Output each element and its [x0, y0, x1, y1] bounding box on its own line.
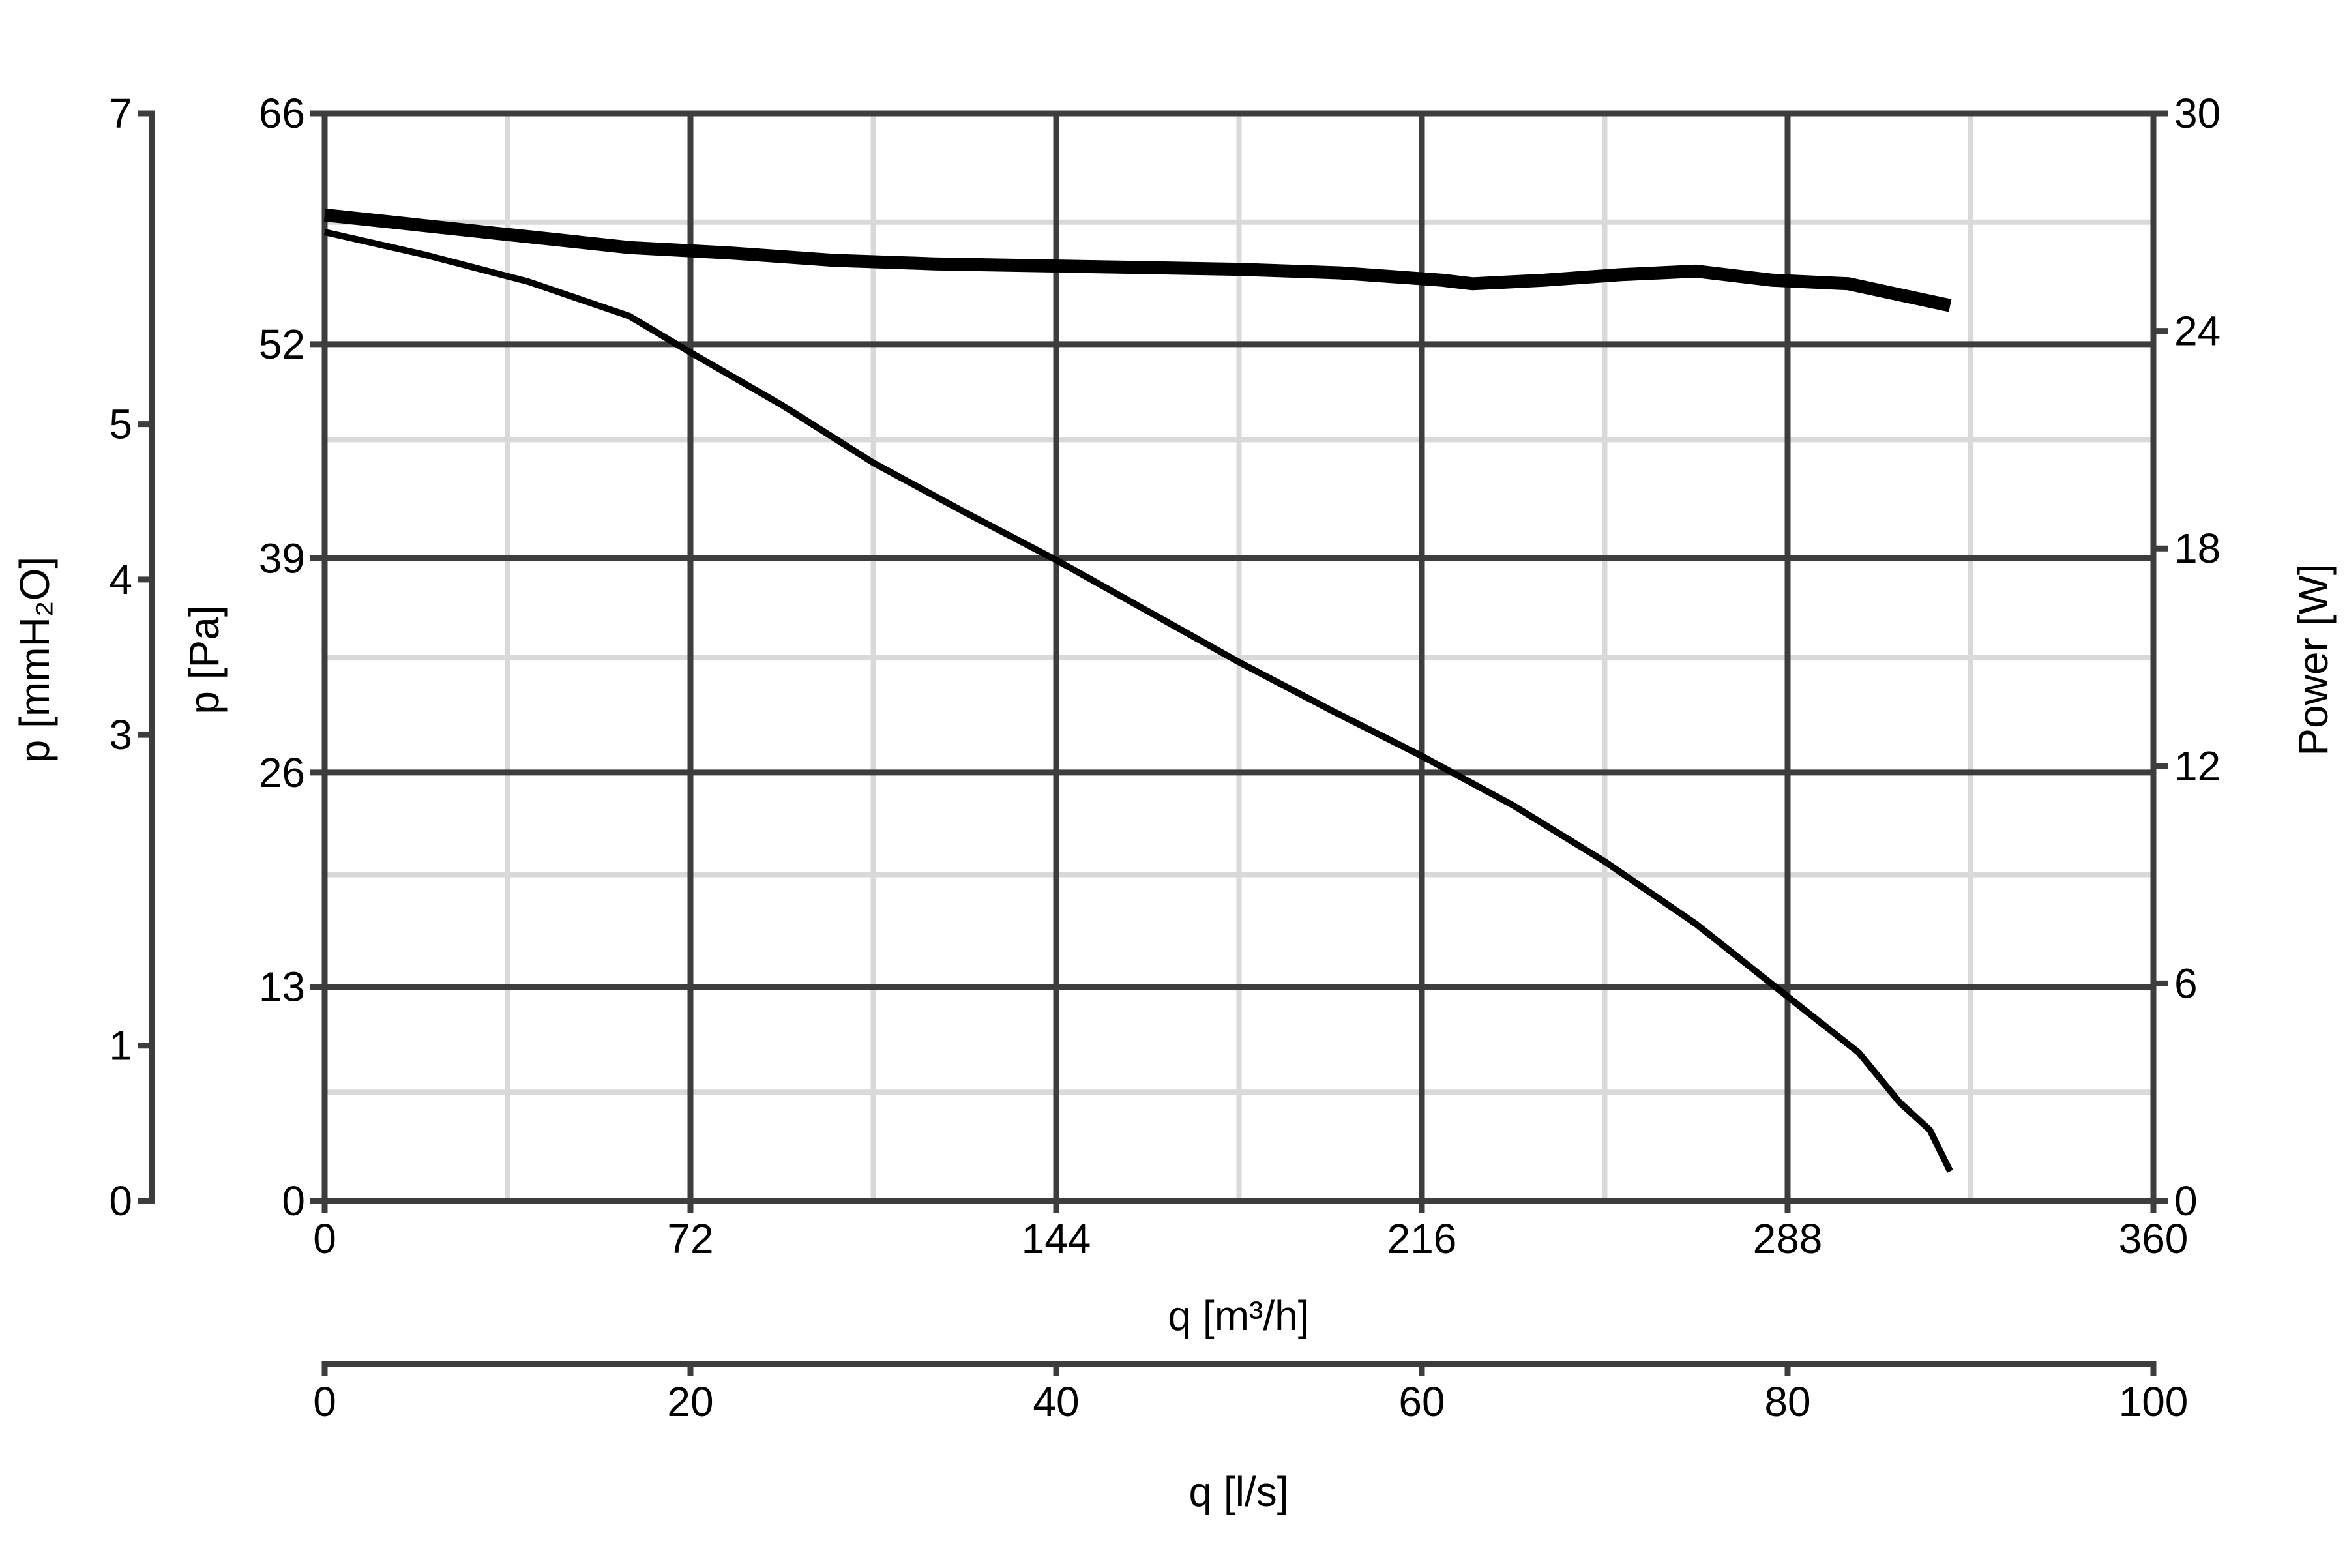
pa-tick-label: 26 [259, 749, 305, 796]
power-curve [323, 208, 1952, 312]
power-tick-label: 24 [2174, 308, 2221, 355]
m3h-tick-label: 216 [1387, 1215, 1457, 1262]
ls-tick-label: 40 [1033, 1378, 1079, 1425]
power-tick-label: 12 [2174, 743, 2221, 790]
pa-tick-label: 0 [282, 1177, 305, 1224]
minor-grid [325, 113, 2153, 1201]
axes [138, 110, 2168, 1376]
x-axis-title-m3h: q [m³/h] [1168, 1292, 1310, 1339]
m3h-tick-label: 360 [2119, 1215, 2189, 1262]
mmh2o-tick-label: 1 [109, 1022, 132, 1069]
m3h-tick-label: 288 [1753, 1215, 1823, 1262]
ls-tick-label: 20 [667, 1378, 713, 1425]
m3h-tick-label: 72 [667, 1215, 713, 1262]
mmh2o-tick-label: 5 [109, 401, 132, 448]
y-axis-title-mmh2o: p [mmH₂O] [11, 557, 58, 763]
power-tick-label: 6 [2174, 960, 2198, 1007]
power-tick-label: 0 [2174, 1177, 2198, 1224]
ls-tick-label: 0 [313, 1378, 336, 1425]
y-axis-title-power: Power [W] [2290, 563, 2337, 756]
series-layer [323, 208, 1953, 1173]
pa-tick-label: 66 [259, 90, 305, 137]
pa-tick-label: 39 [259, 535, 305, 582]
mmh2o-tick-label: 3 [109, 711, 132, 758]
pa-tick-label: 13 [259, 963, 305, 1010]
m3h-tick-label: 144 [1022, 1215, 1091, 1262]
x-axis-title-ls: q [l/s] [1189, 1468, 1289, 1515]
mmh2o-tick-label: 7 [109, 90, 132, 137]
power-tick-label: 30 [2174, 90, 2221, 137]
major-grid [321, 110, 2157, 1204]
mmh2o-tick-label: 0 [109, 1177, 132, 1224]
ls-tick-label: 60 [1398, 1378, 1445, 1425]
mmh2o-tick-label: 4 [109, 556, 132, 603]
pa-tick-label: 52 [259, 321, 305, 368]
pressure-curve [323, 229, 1953, 1173]
power-tick-label: 18 [2174, 525, 2221, 572]
ls-tick-label: 100 [2119, 1378, 2189, 1425]
ls-tick-label: 80 [1764, 1378, 1810, 1425]
y-axis-title-pa: p [Pa] [181, 605, 228, 714]
m3h-tick-label: 0 [313, 1215, 336, 1262]
